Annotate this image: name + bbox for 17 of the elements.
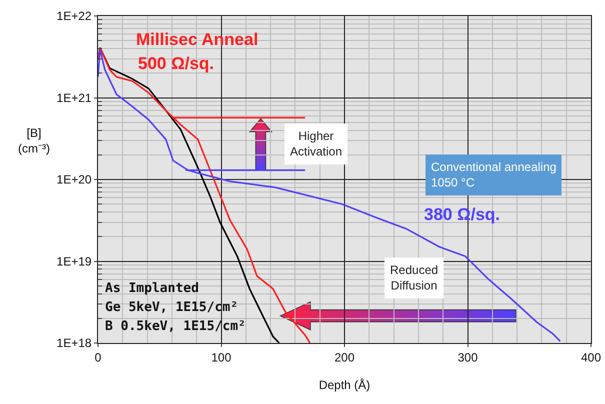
annotation: Conventional annealing 1050 °C <box>431 160 556 190</box>
x-axis-title: Depth (Å) <box>318 378 370 392</box>
y-tick-label: 1E+20 <box>56 172 92 187</box>
x-tick-label: 100 <box>211 350 232 364</box>
annotation: Higher Activation <box>290 129 342 159</box>
x-tick-label: 300 <box>458 350 478 364</box>
x-tick-label: 400 <box>580 350 602 364</box>
y-tick-label: 1E+22 <box>56 9 92 24</box>
annotation: Reduced Diffusion <box>390 263 438 293</box>
annotation: As Implanted <box>105 281 199 296</box>
y-tick-label: 1E+19 <box>56 254 92 268</box>
annotation: 500 Ω/sq. <box>138 54 214 73</box>
y-tick-label: 1E+21 <box>56 90 92 105</box>
y-tick-label: 1E+18 <box>56 336 92 350</box>
x-tick-label: 200 <box>334 350 355 364</box>
y-axis-title: [B] (cm⁻³) <box>18 126 50 156</box>
x-tick-label: 0 <box>94 350 102 364</box>
